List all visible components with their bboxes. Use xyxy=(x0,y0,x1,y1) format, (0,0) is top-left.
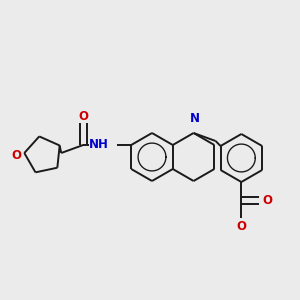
Text: O: O xyxy=(236,220,246,232)
Text: O: O xyxy=(11,148,21,161)
Text: O: O xyxy=(78,110,88,122)
Text: O: O xyxy=(262,194,272,206)
Text: N: N xyxy=(190,112,200,125)
Text: NH: NH xyxy=(89,139,109,152)
